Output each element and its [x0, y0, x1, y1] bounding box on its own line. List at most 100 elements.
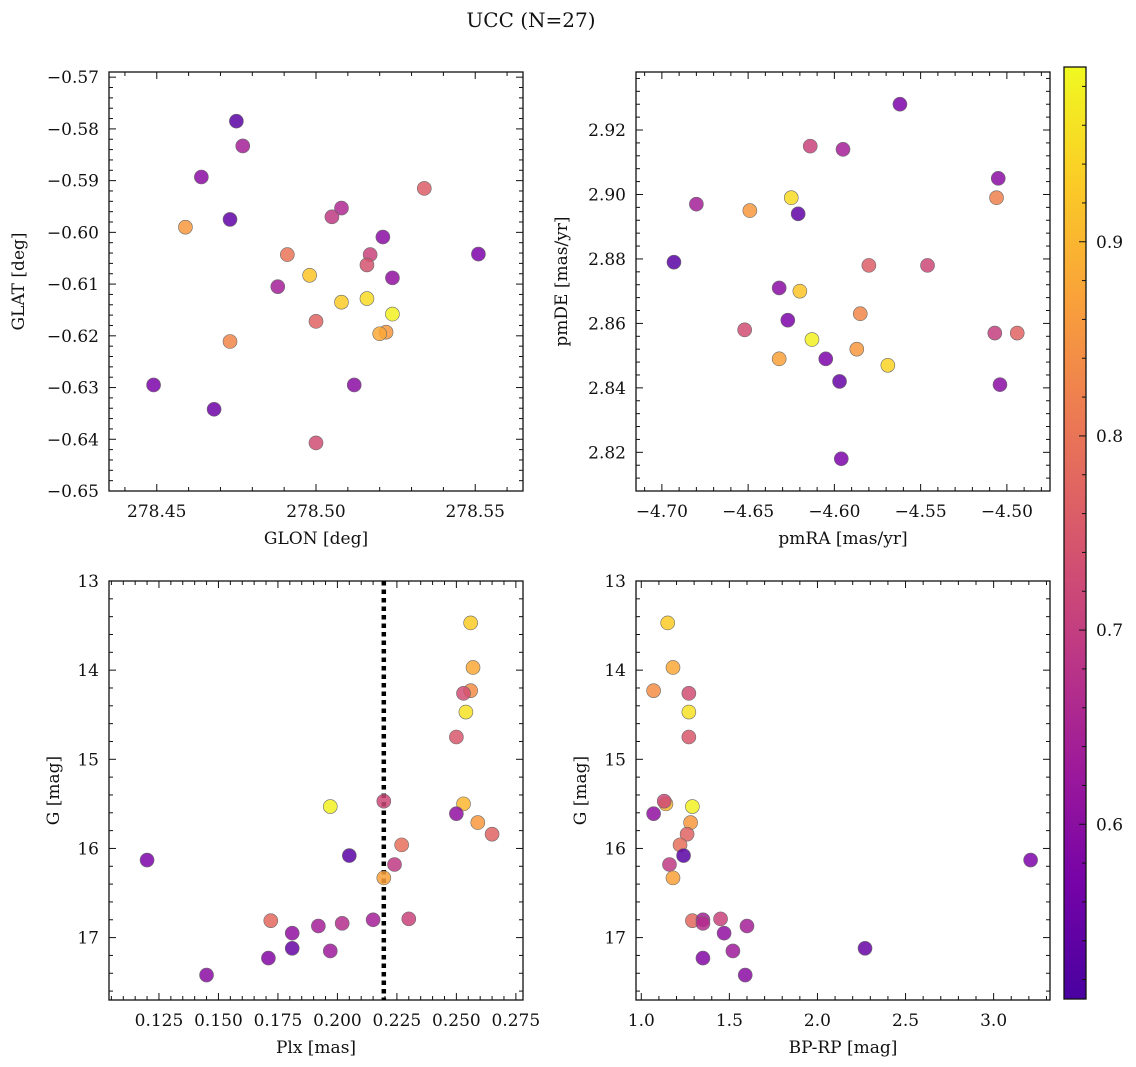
scatter-point [375, 229, 391, 245]
plot-frame [108, 580, 524, 1001]
plot-frame [635, 580, 1051, 1001]
scatter-point [284, 940, 300, 956]
scatter-point [261, 950, 276, 966]
colorbar-tick-label: 0.7 [1096, 621, 1123, 641]
x-tick-label: 0.125 [135, 1011, 184, 1031]
scatter-point [646, 806, 661, 821]
scatter-point [1023, 852, 1038, 868]
y-tick-label: −0.64 [47, 430, 99, 450]
y-axis-label: pmDE [mas/yr] [552, 216, 572, 346]
scatter-point [1009, 325, 1025, 341]
scatter-point [646, 683, 661, 698]
scatter-point [783, 190, 799, 205]
scatter-point [322, 943, 338, 959]
x-axis-label: GLON [deg] [264, 529, 368, 549]
scatter-point [308, 435, 324, 451]
scatter-point [656, 793, 672, 809]
scatter-point [280, 247, 295, 262]
scatter-point [346, 377, 362, 393]
y-tick-label: −0.59 [47, 172, 99, 192]
colorbar-gradient [1064, 67, 1086, 999]
scatter-point [695, 916, 711, 931]
scatter-point [790, 206, 806, 222]
y-tick-label: −0.60 [47, 223, 99, 243]
scatter-point [666, 254, 682, 270]
x-tick-label: 0.175 [254, 1011, 303, 1031]
y-tick-label: −0.57 [47, 68, 99, 88]
scatter-point [146, 377, 161, 393]
scatter-point [416, 181, 432, 196]
x-axis-label: Plx [mas] [276, 1038, 356, 1058]
x-tick-label: 278.55 [445, 502, 504, 522]
scatter-point [401, 911, 417, 927]
scatter-point [802, 138, 818, 154]
panel-4: 1.0 1.5 2.0 2.5 3.0 13 14 15 16 17 BP-RP [mag] G [m… [571, 572, 1051, 1058]
x-tick-label: −4.65 [722, 502, 774, 522]
colorbar-tick-label: 0.8 [1096, 427, 1123, 447]
scatter-point [880, 357, 896, 373]
scatter-point [342, 848, 357, 863]
scatter-point [284, 925, 300, 941]
figure-title: UCC (N=27) [466, 8, 595, 32]
colorbar-tick-label: 0.6 [1096, 815, 1123, 835]
colorbar: 0.6 0.7 0.8 0.9 [1063, 66, 1123, 1000]
panel-2: −4.70 −4.65 −4.60 −4.55 −4.50 2.82 2.84 2.86 2.8… [552, 71, 1051, 549]
y-axis-label: G [mag] [571, 756, 591, 825]
scatter-point [334, 294, 349, 310]
scatter-point [662, 857, 677, 872]
scatter-point [792, 283, 808, 299]
x-axis-label: BP-RP [mag] [789, 1038, 898, 1058]
scatter-point [681, 686, 697, 701]
x-tick-label: 0.200 [313, 1011, 362, 1031]
scatter-point [365, 912, 381, 928]
scatter-point [235, 138, 251, 154]
x-tick-label: 2.5 [892, 1011, 919, 1031]
scatter-point [818, 351, 834, 367]
scatter-point [263, 913, 279, 928]
scatter-point [713, 911, 728, 927]
scatter-point [987, 325, 1003, 341]
scatter-point [359, 291, 375, 306]
scatter-point [334, 200, 349, 216]
scatter-point [679, 826, 695, 842]
scatter-point [206, 401, 222, 417]
x-tick-label: −4.50 [981, 502, 1033, 522]
plot-frame [108, 71, 524, 492]
scatter-point [833, 451, 849, 467]
x-tick-label: 278.45 [127, 502, 186, 522]
scatter-point [334, 916, 350, 931]
scatter-point [471, 246, 486, 262]
y-tick-label: 15 [604, 750, 626, 770]
scatter-point [660, 615, 676, 631]
y-tick-label: 2.82 [588, 443, 626, 463]
y-tick-label: 2.84 [588, 379, 626, 399]
y-tick-label: −0.62 [47, 327, 99, 347]
scatter-point [849, 341, 865, 357]
scatter-point [463, 615, 478, 631]
scatter-point [689, 196, 704, 212]
scatter-point [324, 209, 340, 225]
scatter-point [308, 314, 324, 329]
scatter-point [695, 950, 711, 966]
y-tick-label: −0.58 [47, 120, 99, 140]
y-tick-label: −0.65 [47, 482, 99, 502]
scatter-point [992, 377, 1008, 392]
x-tick-label: −4.60 [808, 502, 860, 522]
scatter-point [311, 918, 326, 934]
scatter-point [372, 326, 387, 342]
y-tick-label: 17 [77, 929, 99, 949]
scatter-point [804, 332, 820, 347]
x-tick-label: −4.70 [636, 502, 688, 522]
x-tick-label: 1.0 [628, 1011, 655, 1031]
y-tick-label: −0.61 [47, 275, 99, 295]
scatter-point [456, 686, 471, 701]
scatter-point [676, 848, 691, 863]
scatter-point [990, 171, 1006, 186]
scatter-point [322, 799, 338, 814]
scatter-point [835, 142, 851, 157]
y-tick-label: 15 [77, 750, 99, 770]
scatter-point [857, 940, 873, 956]
scatter-point [665, 870, 681, 886]
scatter-point [394, 837, 409, 853]
